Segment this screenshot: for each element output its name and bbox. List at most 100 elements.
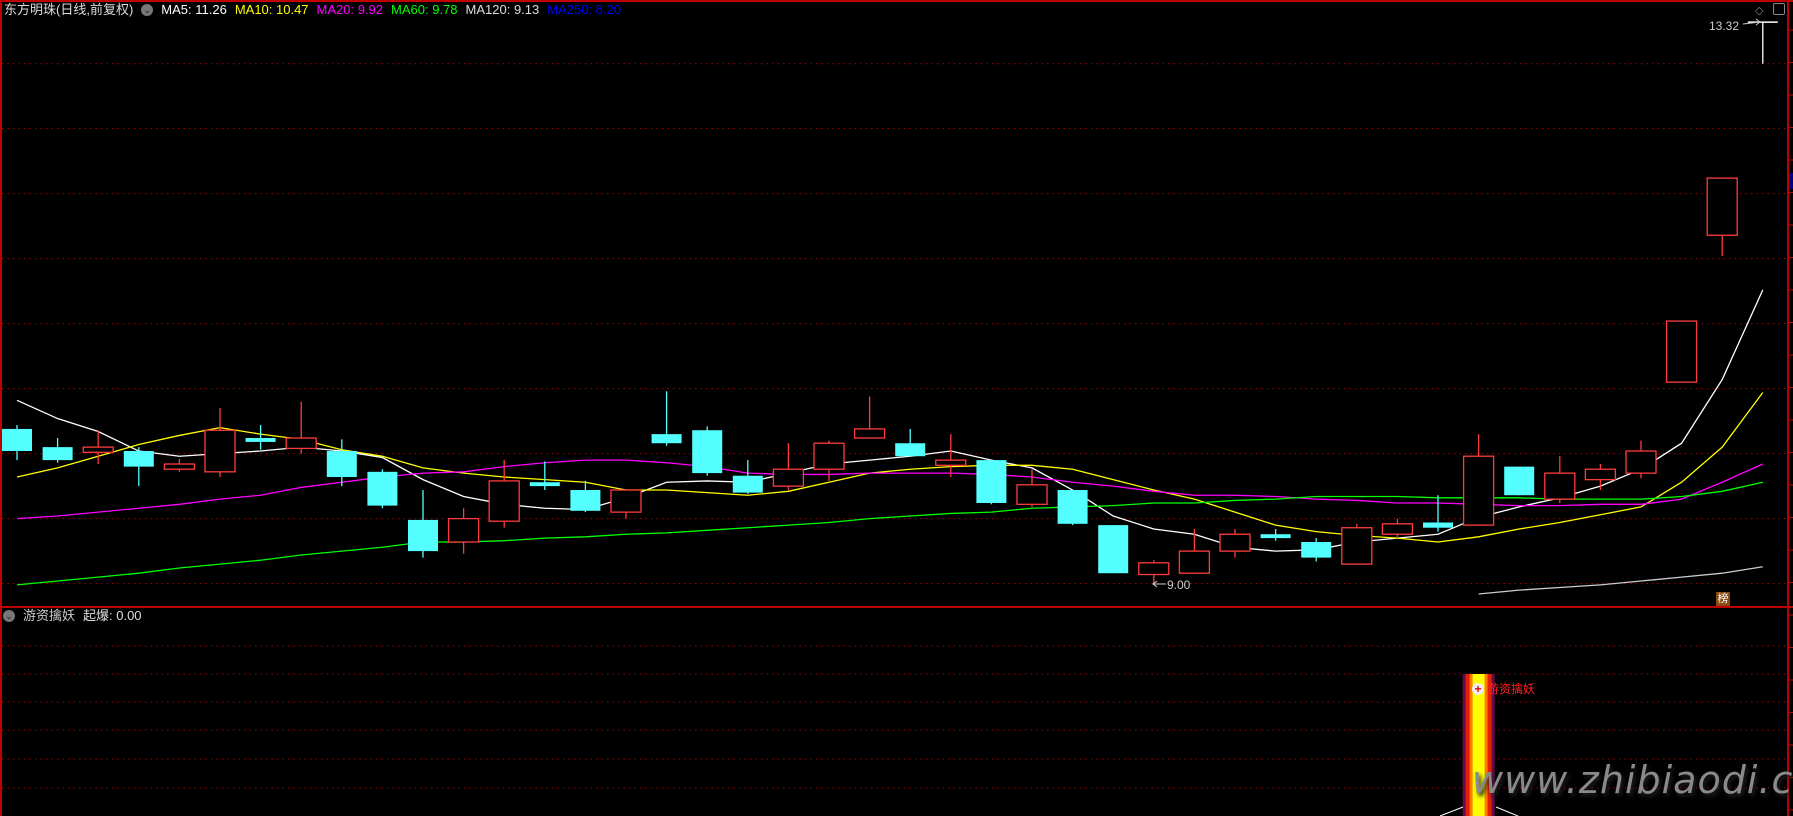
- candle-body: [692, 430, 723, 474]
- candle: [1260, 529, 1291, 541]
- panel-separator[interactable]: [0, 606, 1793, 608]
- ma-label: MA120: 9.13: [465, 2, 540, 17]
- candle: [285, 401, 317, 454]
- watermark: www.zhibiaodi.com: [1472, 758, 1793, 802]
- frame-left: [0, 0, 2, 816]
- candle-body: [1219, 533, 1251, 552]
- candle: [1706, 177, 1738, 257]
- candle: [610, 489, 642, 519]
- candle-body: [935, 459, 967, 466]
- ma-label: MA5: 11.26: [161, 2, 227, 17]
- candle-body: [123, 451, 154, 467]
- candle-body: [1098, 525, 1129, 574]
- candle: [447, 508, 480, 554]
- candle-body: [1301, 542, 1332, 558]
- candle-body: [163, 463, 196, 470]
- candle-body: [447, 517, 480, 543]
- candle: [692, 426, 723, 476]
- candle: [1098, 525, 1129, 574]
- candle-body: [408, 519, 438, 552]
- ma-label: MA60: 9.78: [391, 2, 458, 17]
- ma20-line: [16, 459, 1764, 520]
- candle-body: [610, 489, 642, 513]
- ma60-line: [16, 481, 1763, 586]
- ma5-line: [16, 289, 1764, 552]
- candle: [204, 408, 236, 478]
- candle: [1057, 490, 1088, 526]
- candle-body: [1706, 177, 1738, 236]
- candle: [2, 425, 32, 461]
- indicator-signal-bar: [1462, 674, 1495, 816]
- candle-body: [732, 475, 763, 493]
- candle-body: [1260, 534, 1291, 539]
- candle-body: [1544, 472, 1576, 500]
- low-price-label: 9.00: [1167, 578, 1191, 592]
- candle: [367, 469, 398, 509]
- ma120-line: [1478, 566, 1763, 595]
- candle: [326, 439, 357, 487]
- signal-base-lines: [1439, 806, 1519, 816]
- ma-label: MA10: 10.47: [234, 2, 309, 17]
- candle-body: [42, 447, 73, 461]
- candle: [1504, 466, 1535, 496]
- high-price-label: 13.32: [1709, 19, 1739, 33]
- right-axis[interactable]: [1787, 0, 1789, 816]
- candle-body: [285, 437, 317, 450]
- candle-body: [529, 482, 560, 487]
- candle: [813, 440, 845, 481]
- high-arrow: [1742, 18, 1761, 26]
- candle-body: [1381, 523, 1414, 535]
- candle-body: [488, 480, 520, 522]
- candle-body: [772, 468, 805, 487]
- panel-toggle-icon[interactable]: [1773, 3, 1785, 15]
- price-gridlines: [2, 63, 1787, 585]
- candle: [245, 425, 276, 450]
- signal-stripe: [1472, 674, 1485, 816]
- candle: [1341, 523, 1373, 565]
- chevron-down-icon[interactable]: ⌄: [141, 4, 154, 16]
- frame-top: [0, 0, 1793, 2]
- signal-label: 游资擒妖: [1487, 682, 1536, 696]
- candle: [82, 430, 114, 465]
- candle: [853, 396, 886, 439]
- candle-body: [1138, 562, 1170, 576]
- plus-circle-icon: +: [1472, 683, 1484, 695]
- candle: [488, 460, 520, 528]
- candle: [123, 447, 154, 487]
- candle-body: [976, 460, 1007, 504]
- candle-body: [895, 443, 926, 457]
- candle-body: [82, 446, 114, 453]
- candle-body: [1462, 455, 1495, 526]
- candle-body: [1423, 522, 1453, 528]
- candle-body: [1504, 466, 1535, 496]
- diamond-icon[interactable]: ◇: [1755, 5, 1764, 17]
- candle: [1584, 464, 1617, 491]
- candles: [2, 21, 1778, 584]
- candle: [1016, 469, 1048, 507]
- candle-body: [813, 442, 845, 470]
- candle-body: [570, 490, 601, 511]
- candle: [1381, 518, 1414, 539]
- ranking-badge[interactable]: 榜: [1716, 592, 1730, 606]
- candle: [570, 480, 601, 513]
- indicator-name: 游资擒妖: [23, 608, 76, 623]
- price-tag: [1789, 173, 1793, 189]
- candle: [529, 461, 560, 491]
- candle: [935, 434, 967, 478]
- candle: [1178, 529, 1211, 574]
- low-arrow: [1152, 580, 1166, 588]
- candle: [1747, 21, 1778, 64]
- candle-body: [651, 434, 682, 444]
- candle: [1462, 434, 1495, 526]
- candle: [1138, 560, 1170, 584]
- indicator-gridlines: [2, 645, 1787, 789]
- candle: [732, 460, 763, 494]
- candle-body: [2, 428, 32, 452]
- candle: [976, 460, 1007, 505]
- ma-label: MA20: 9.92: [316, 2, 384, 17]
- candle-body: [1057, 490, 1088, 524]
- candle-body: [1665, 320, 1698, 383]
- chevron-down-icon[interactable]: ⌄: [3, 610, 15, 622]
- candle: [1625, 440, 1657, 479]
